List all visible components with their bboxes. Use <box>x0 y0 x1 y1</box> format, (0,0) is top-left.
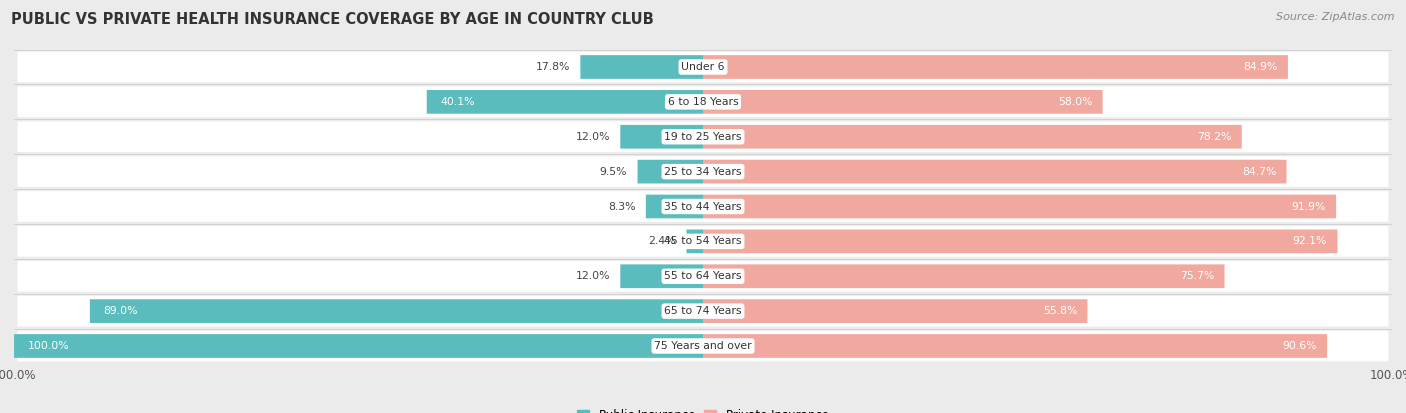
Text: 55.8%: 55.8% <box>1043 306 1077 316</box>
FancyBboxPatch shape <box>703 90 1102 114</box>
Text: 55 to 64 Years: 55 to 64 Years <box>664 271 742 281</box>
FancyBboxPatch shape <box>686 230 703 253</box>
FancyBboxPatch shape <box>17 296 1389 326</box>
Text: 65 to 74 Years: 65 to 74 Years <box>664 306 742 316</box>
Text: 89.0%: 89.0% <box>104 306 138 316</box>
FancyBboxPatch shape <box>427 90 703 114</box>
Text: 17.8%: 17.8% <box>536 62 569 72</box>
Legend: Public Insurance, Private Insurance: Public Insurance, Private Insurance <box>572 404 834 413</box>
FancyBboxPatch shape <box>581 55 703 79</box>
FancyBboxPatch shape <box>17 156 1389 187</box>
Text: 100.0%: 100.0% <box>28 341 69 351</box>
FancyBboxPatch shape <box>17 52 1389 82</box>
Text: 12.0%: 12.0% <box>575 132 610 142</box>
FancyBboxPatch shape <box>17 87 1389 117</box>
Text: 2.4%: 2.4% <box>648 236 676 247</box>
Text: 75 Years and over: 75 Years and over <box>654 341 752 351</box>
FancyBboxPatch shape <box>637 160 703 183</box>
FancyBboxPatch shape <box>703 264 1225 288</box>
Text: 12.0%: 12.0% <box>575 271 610 281</box>
FancyBboxPatch shape <box>620 125 703 149</box>
FancyBboxPatch shape <box>703 230 1337 253</box>
FancyBboxPatch shape <box>703 334 1327 358</box>
Text: 40.1%: 40.1% <box>440 97 475 107</box>
FancyBboxPatch shape <box>17 121 1389 152</box>
Text: 90.6%: 90.6% <box>1282 341 1317 351</box>
FancyBboxPatch shape <box>17 261 1389 292</box>
Text: 9.5%: 9.5% <box>600 166 627 177</box>
Text: 91.9%: 91.9% <box>1292 202 1326 211</box>
Text: 8.3%: 8.3% <box>607 202 636 211</box>
Text: 19 to 25 Years: 19 to 25 Years <box>664 132 742 142</box>
Text: 84.9%: 84.9% <box>1243 62 1278 72</box>
Text: 58.0%: 58.0% <box>1057 97 1092 107</box>
FancyBboxPatch shape <box>703 299 1087 323</box>
Text: 25 to 34 Years: 25 to 34 Years <box>664 166 742 177</box>
FancyBboxPatch shape <box>90 299 703 323</box>
FancyBboxPatch shape <box>703 125 1241 149</box>
Text: 75.7%: 75.7% <box>1180 271 1215 281</box>
FancyBboxPatch shape <box>645 195 703 218</box>
FancyBboxPatch shape <box>620 264 703 288</box>
FancyBboxPatch shape <box>703 195 1336 218</box>
FancyBboxPatch shape <box>17 226 1389 257</box>
Text: 45 to 54 Years: 45 to 54 Years <box>664 236 742 247</box>
Text: 92.1%: 92.1% <box>1292 236 1327 247</box>
Text: 6 to 18 Years: 6 to 18 Years <box>668 97 738 107</box>
Text: Source: ZipAtlas.com: Source: ZipAtlas.com <box>1277 12 1395 22</box>
Text: 35 to 44 Years: 35 to 44 Years <box>664 202 742 211</box>
FancyBboxPatch shape <box>17 191 1389 222</box>
FancyBboxPatch shape <box>14 334 703 358</box>
Text: 78.2%: 78.2% <box>1197 132 1232 142</box>
FancyBboxPatch shape <box>703 160 1286 183</box>
FancyBboxPatch shape <box>17 331 1389 361</box>
Text: 84.7%: 84.7% <box>1241 166 1277 177</box>
Text: Under 6: Under 6 <box>682 62 724 72</box>
Text: PUBLIC VS PRIVATE HEALTH INSURANCE COVERAGE BY AGE IN COUNTRY CLUB: PUBLIC VS PRIVATE HEALTH INSURANCE COVER… <box>11 12 654 27</box>
FancyBboxPatch shape <box>703 55 1288 79</box>
